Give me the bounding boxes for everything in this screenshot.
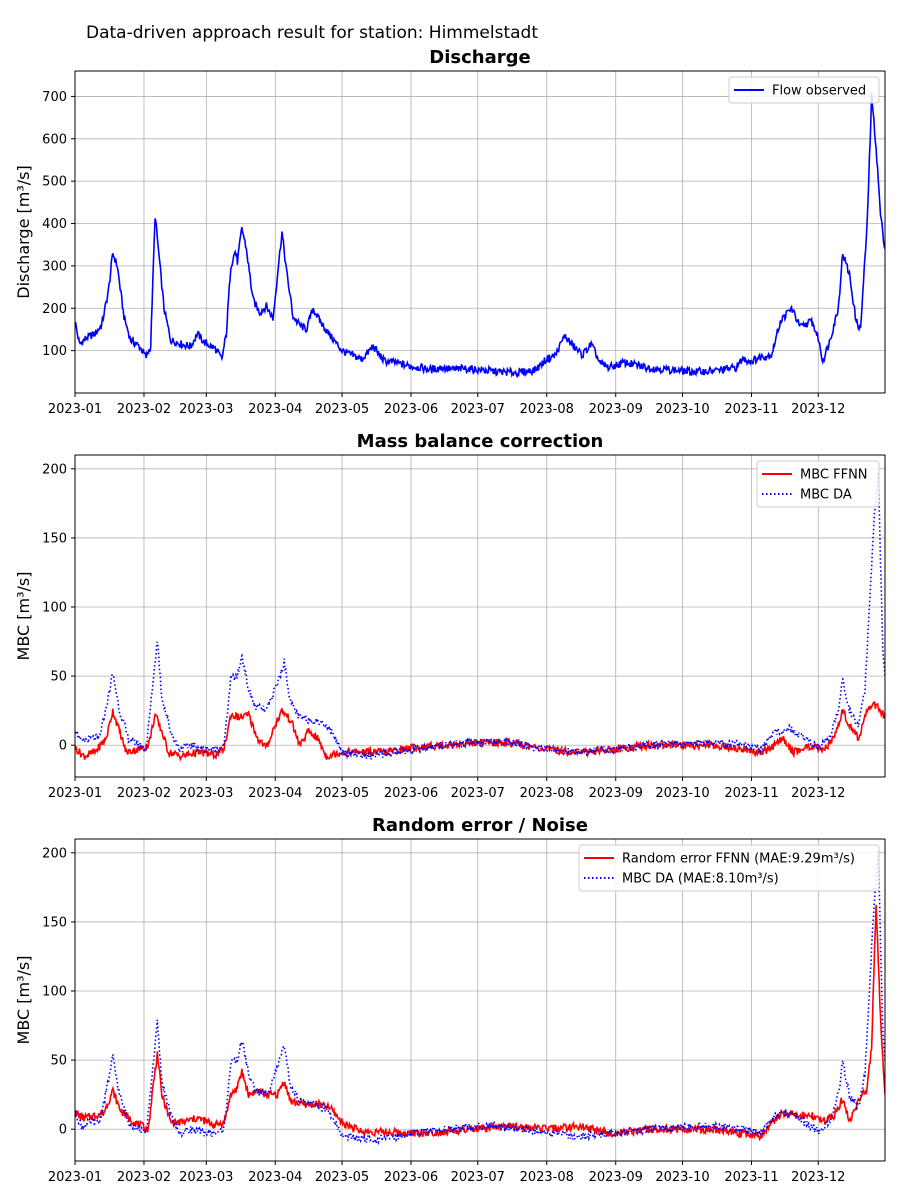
x-tick-label: 2023-03	[179, 786, 233, 801]
x-tick-label: 2023-05	[315, 402, 369, 417]
y-tick-label: 200	[42, 302, 67, 317]
y-tick-label: 100	[42, 985, 67, 1000]
x-tick-label: 2023-12	[791, 786, 845, 801]
series-line-1	[75, 93, 885, 379]
x-tick-label: 2023-10	[655, 786, 709, 801]
x-tick-label: 2023-06	[384, 1170, 438, 1185]
legend-label: Flow observed	[772, 84, 866, 99]
legend-box	[756, 460, 880, 508]
chart-panel-1: Discharge Discharge [m³/s] 2023-01 2023-02 2…	[14, 47, 886, 417]
x-tick-label: 2023-09	[589, 786, 643, 801]
x-tick-label: 2023-09	[589, 1170, 643, 1185]
y-tick-label: 300	[42, 259, 67, 274]
x-tick-label: 2023-03	[179, 1170, 233, 1185]
panel-title: Discharge	[429, 47, 530, 68]
y-tick-label: 500	[42, 175, 67, 190]
figure-suptitle: Data-driven approach result for station:…	[86, 23, 538, 43]
legend-label: MBC FFNN	[800, 468, 868, 483]
series-line-2	[75, 849, 885, 1146]
y-tick-label: 600	[42, 132, 67, 147]
y-tick-label: 0	[59, 739, 67, 754]
plot-frame	[74, 70, 886, 394]
legend: Flow observed	[728, 76, 880, 104]
legend-box	[578, 844, 880, 892]
legend: MBC FFNN MBC DA	[756, 460, 880, 508]
x-tick-label: 2023-01	[48, 402, 102, 417]
x-tick-label: 2023-12	[791, 402, 845, 417]
x-tick-label: 2023-01	[48, 786, 102, 801]
plot-frame	[74, 838, 886, 1162]
x-tick-label: 2023-01	[48, 1170, 102, 1185]
y-tick-label: 200	[42, 462, 67, 477]
y-tick-label: 200	[42, 846, 67, 861]
x-tick-label: 2023-07	[451, 1170, 505, 1185]
series-line-1	[75, 904, 885, 1142]
plot-frame	[74, 454, 886, 778]
x-tick-label: 2023-11	[724, 786, 778, 801]
x-tick-label: 2023-06	[384, 402, 438, 417]
x-tick-label: 2023-08	[520, 1170, 574, 1185]
x-tick-label: 2023-05	[315, 1170, 369, 1185]
y-tick-label: 700	[42, 90, 67, 105]
x-tick-label: 2023-02	[117, 786, 171, 801]
x-tick-label: 2023-07	[451, 402, 505, 417]
y-tick-label: 50	[50, 670, 67, 685]
x-tick-label: 2023-02	[117, 1170, 171, 1185]
y-tick-label: 0	[59, 1123, 67, 1138]
legend-label: Random error FFNN (MAE:9.29m³/s)	[622, 852, 855, 867]
x-tick-label: 2023-06	[384, 786, 438, 801]
x-tick-label: 2023-12	[791, 1170, 845, 1185]
legend: Random error FFNN (MAE:9.29m³/s) MBC DA (…	[578, 844, 880, 892]
x-tick-label: 2023-10	[655, 402, 709, 417]
y-tick-label: 100	[42, 344, 67, 359]
x-tick-label: 2023-07	[451, 786, 505, 801]
legend-box	[728, 76, 880, 104]
y-tick-label: 150	[42, 531, 67, 546]
series-line-2	[75, 472, 885, 761]
chart-panel-3: Random error / Noise MBC [m³/s] 2023-01 202…	[14, 815, 886, 1185]
y-tick-label: 100	[42, 601, 67, 616]
x-tick-label: 2023-11	[724, 1170, 778, 1185]
y-axis-label: Discharge [m³/s]	[14, 165, 33, 298]
x-tick-label: 2023-04	[248, 402, 302, 417]
chart-panel-2: Mass balance correction MBC [m³/s] 2023-01…	[14, 431, 886, 801]
legend-label: MBC DA (MAE:8.10m³/s)	[622, 872, 779, 887]
series-line-1	[75, 701, 885, 762]
y-axis-label: MBC [m³/s]	[14, 956, 33, 1045]
x-tick-label: 2023-05	[315, 786, 369, 801]
x-tick-label: 2023-08	[520, 402, 574, 417]
y-axis-label: MBC [m³/s]	[14, 572, 33, 661]
y-tick-label: 50	[50, 1054, 67, 1069]
panel-title: Random error / Noise	[372, 815, 588, 836]
x-tick-label: 2023-10	[655, 1170, 709, 1185]
x-tick-label: 2023-04	[248, 1170, 302, 1185]
legend-label: MBC DA	[800, 488, 852, 503]
y-tick-label: 400	[42, 217, 67, 232]
x-tick-label: 2023-11	[724, 402, 778, 417]
x-tick-label: 2023-03	[179, 402, 233, 417]
x-tick-label: 2023-09	[589, 402, 643, 417]
x-tick-label: 2023-02	[117, 402, 171, 417]
panel-title: Mass balance correction	[357, 431, 604, 452]
y-tick-label: 150	[42, 915, 67, 930]
x-tick-label: 2023-08	[520, 786, 574, 801]
x-tick-label: 2023-04	[248, 786, 302, 801]
